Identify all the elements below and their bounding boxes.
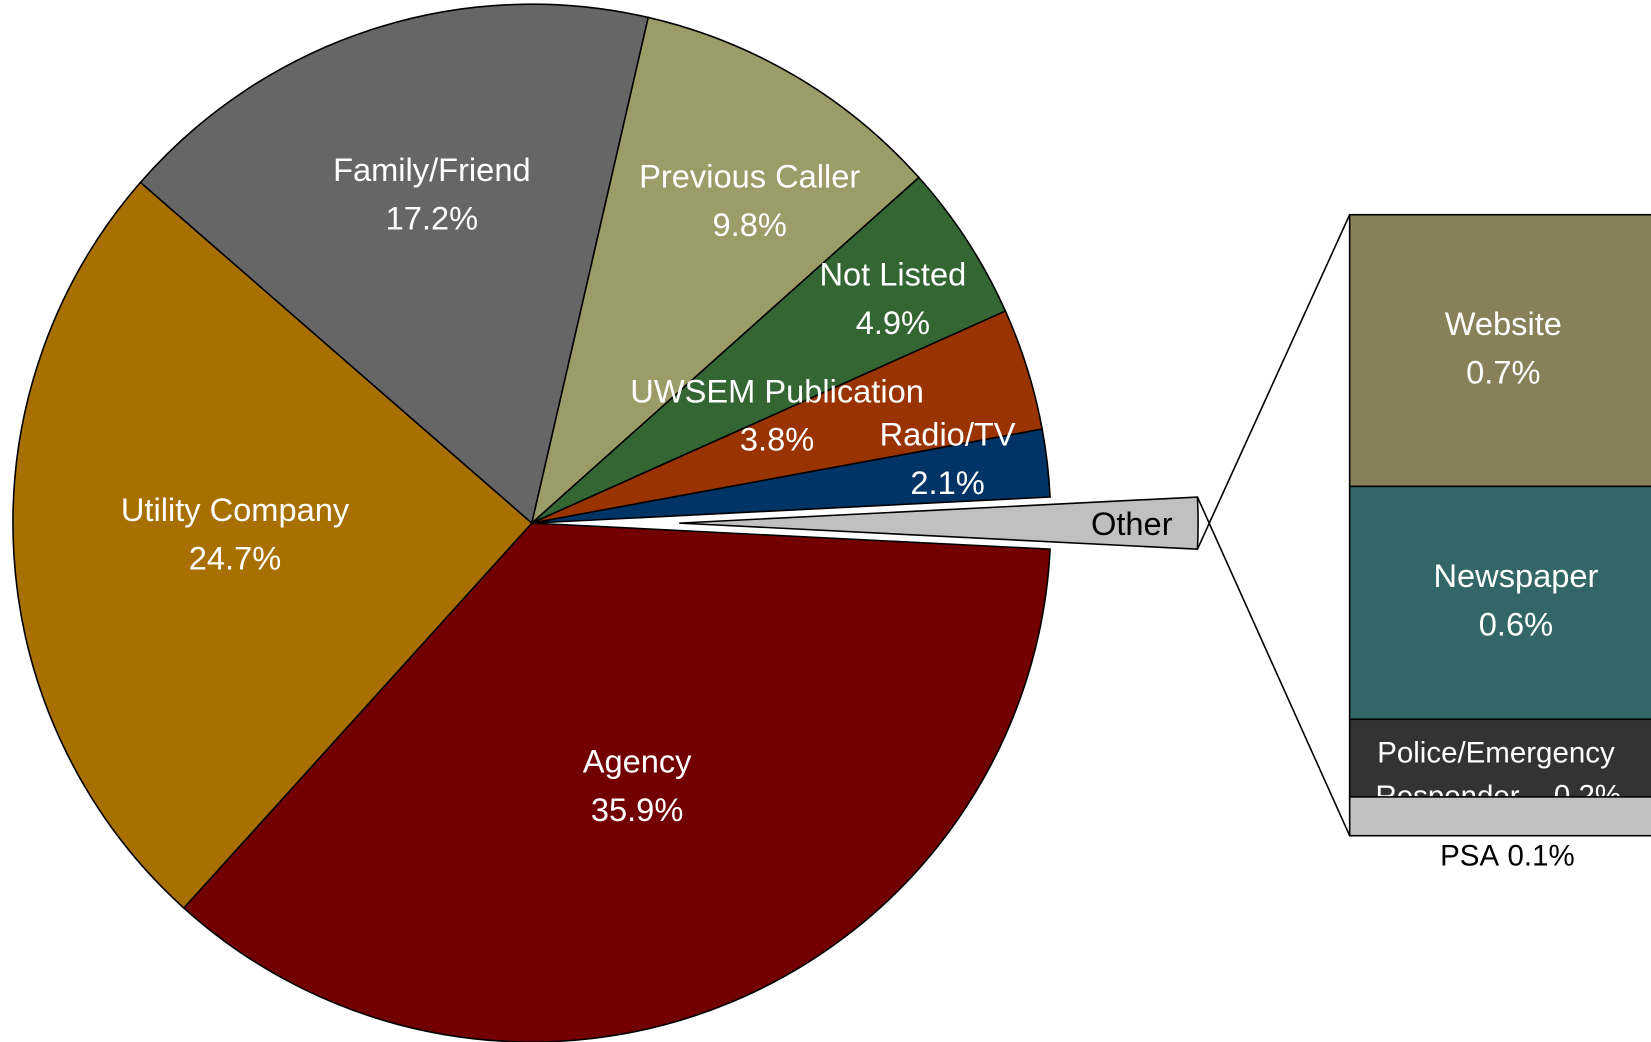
bar-segment xyxy=(1348,213,1651,488)
slice-label: Other xyxy=(1091,505,1173,542)
bar-segment xyxy=(1348,796,1651,837)
pie-slice xyxy=(12,181,533,910)
pie-slice xyxy=(531,176,1007,524)
connector xyxy=(1196,214,1351,550)
slice-value: 2.1% xyxy=(910,464,984,501)
bar-value: 0.6% xyxy=(1479,606,1553,643)
bar-segment xyxy=(1348,718,1651,798)
slice-value: 17.2% xyxy=(386,200,478,237)
slice-label: Agency xyxy=(583,743,692,780)
pie-slice xyxy=(139,3,650,525)
slice-label: Family/Friend xyxy=(333,151,531,188)
slice-label: Radio/TV xyxy=(880,415,1016,452)
slice-value: 35.9% xyxy=(591,791,683,828)
bar-label: Website xyxy=(1445,305,1562,342)
slice-value: 24.7% xyxy=(189,540,281,577)
slice-label: Not Listed xyxy=(819,255,966,292)
bar-label: Newspaper xyxy=(1433,557,1598,594)
slice-value: 4.9% xyxy=(856,304,930,341)
pie-slice xyxy=(530,16,921,526)
bar-segment xyxy=(1348,485,1651,721)
pie-slice xyxy=(531,428,1051,524)
slice-value: 9.8% xyxy=(713,206,787,243)
slice-label: Previous Caller xyxy=(639,158,860,195)
slice-label: UWSEM Publication xyxy=(630,372,924,409)
bar-value: 0.1% xyxy=(1508,840,1575,873)
bar-label: PSA xyxy=(1440,840,1499,873)
pie-slice xyxy=(182,522,1051,1042)
connector xyxy=(1196,496,1351,837)
slice-label: Utility Company xyxy=(121,491,350,528)
bar-value: 0.7% xyxy=(1466,353,1540,390)
slice-value: 3.8% xyxy=(740,421,814,458)
